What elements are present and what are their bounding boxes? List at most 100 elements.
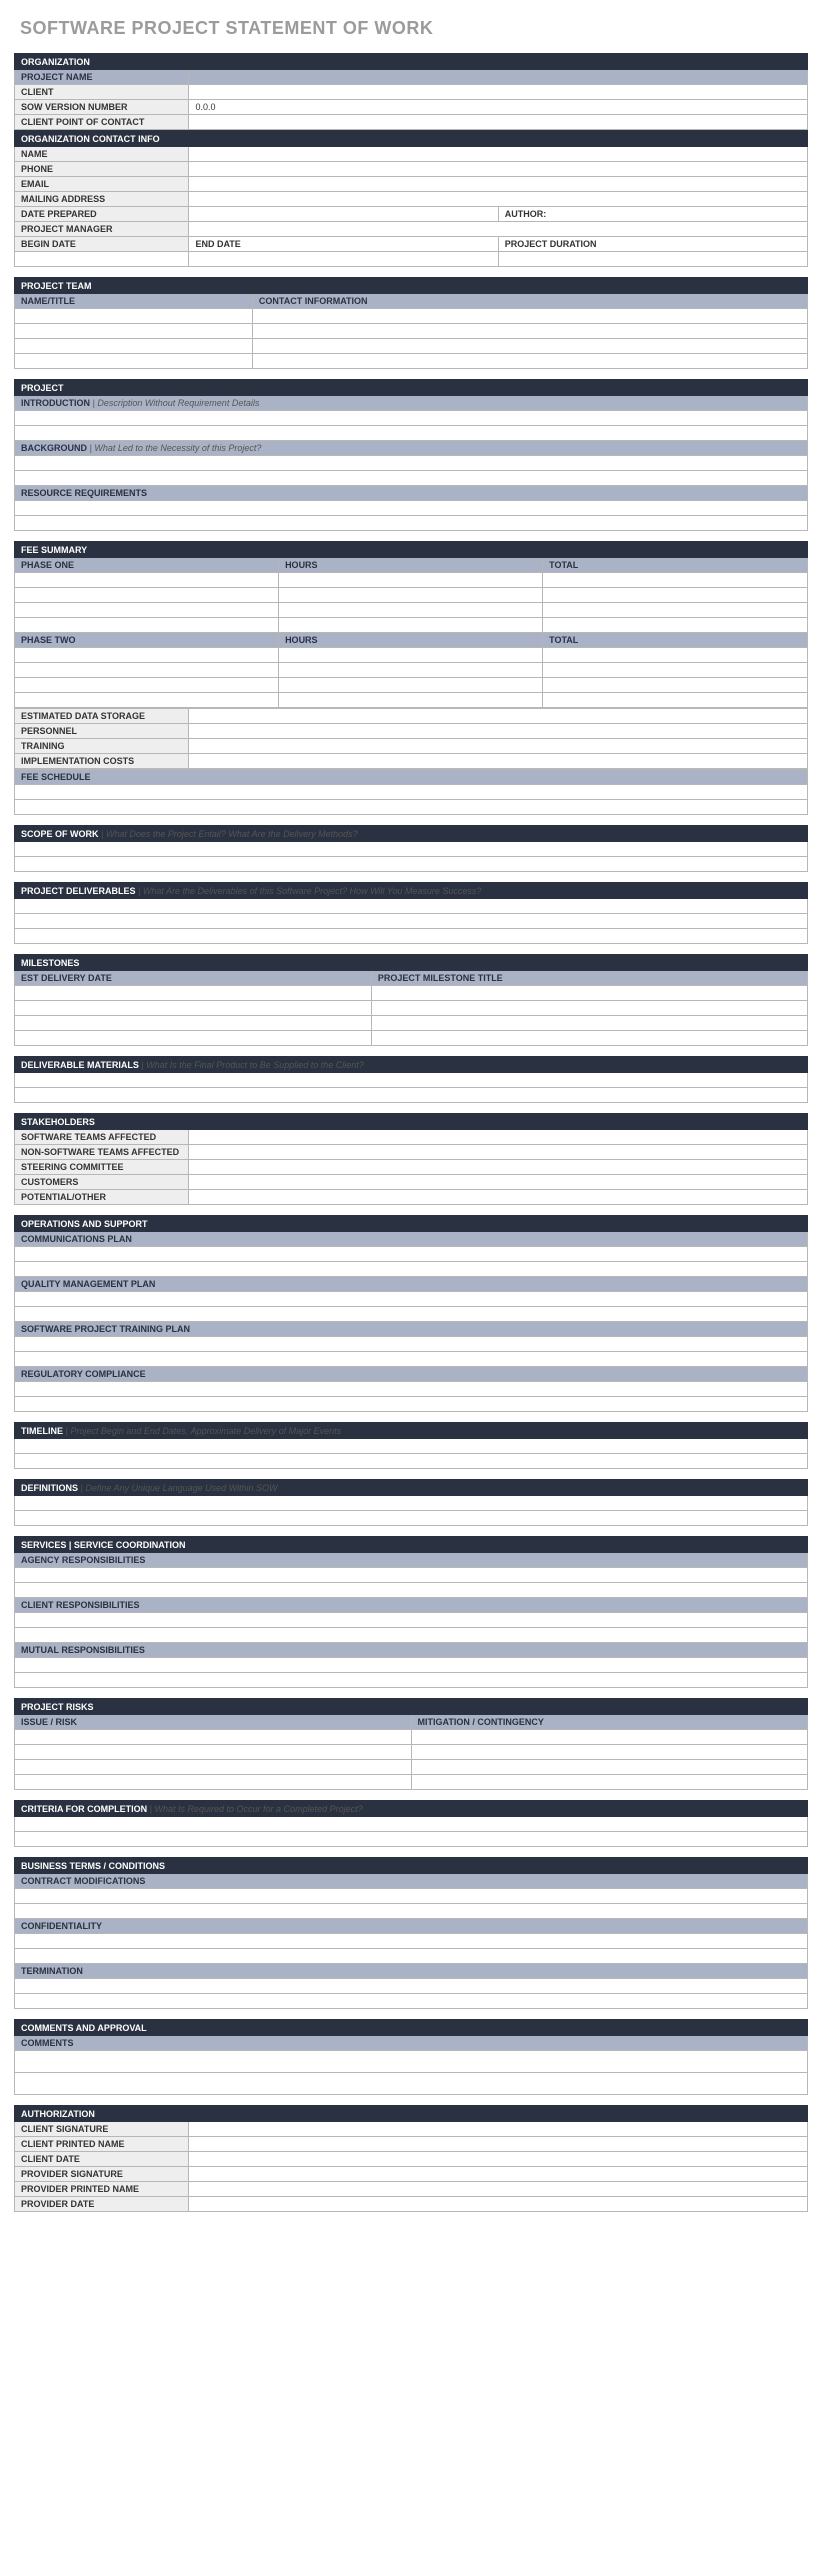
- deliverables-value[interactable]: [15, 914, 808, 929]
- deliverables-value[interactable]: [15, 899, 808, 914]
- termination-value[interactable]: [15, 1994, 808, 2009]
- qm-plan-value[interactable]: [15, 1292, 808, 1307]
- team-row[interactable]: [252, 354, 807, 369]
- deliverables-value[interactable]: [15, 929, 808, 944]
- client-resp-value[interactable]: [15, 1628, 808, 1643]
- client-date-value[interactable]: [189, 2152, 808, 2167]
- contract-mod-value[interactable]: [15, 1889, 808, 1904]
- introduction-value[interactable]: [15, 426, 808, 441]
- agency-value[interactable]: [15, 1568, 808, 1583]
- comm-plan-value[interactable]: [15, 1247, 808, 1262]
- provider-sig-value[interactable]: [189, 2167, 808, 2182]
- fee-row[interactable]: [543, 573, 808, 588]
- contract-mod-value[interactable]: [15, 1904, 808, 1919]
- fee-row[interactable]: [543, 693, 808, 708]
- client-name-value[interactable]: [189, 2137, 808, 2152]
- sow-version-value[interactable]: 0.0.0: [189, 100, 808, 115]
- confidentiality-value[interactable]: [15, 1949, 808, 1964]
- background-value[interactable]: [15, 456, 808, 471]
- client-poc-value[interactable]: [189, 115, 808, 130]
- fee-row[interactable]: [15, 588, 279, 603]
- fee-row[interactable]: [543, 618, 808, 633]
- impl-costs-value[interactable]: [189, 754, 808, 769]
- email-value[interactable]: [189, 177, 808, 192]
- fee-row[interactable]: [543, 678, 808, 693]
- timeline-value[interactable]: [15, 1439, 808, 1454]
- training-plan-value[interactable]: [15, 1337, 808, 1352]
- fee-row[interactable]: [279, 663, 543, 678]
- est-storage-value[interactable]: [189, 709, 808, 724]
- fee-row[interactable]: [15, 573, 279, 588]
- definitions-value[interactable]: [15, 1511, 808, 1526]
- criteria-value[interactable]: [15, 1817, 808, 1832]
- scope-value[interactable]: [15, 857, 808, 872]
- potential-value[interactable]: [189, 1190, 808, 1205]
- risk-row[interactable]: [15, 1760, 412, 1775]
- risk-row[interactable]: [411, 1775, 808, 1790]
- risk-row[interactable]: [411, 1745, 808, 1760]
- team-row[interactable]: [252, 339, 807, 354]
- duration-value[interactable]: [498, 252, 807, 267]
- mutual-value[interactable]: [15, 1658, 808, 1673]
- fee-schedule-value[interactable]: [15, 800, 808, 815]
- milestone-row[interactable]: [15, 1016, 372, 1031]
- team-row[interactable]: [252, 324, 807, 339]
- resource-req-value[interactable]: [15, 516, 808, 531]
- fee-row[interactable]: [15, 663, 279, 678]
- termination-value[interactable]: [15, 1979, 808, 1994]
- milestone-row[interactable]: [15, 1001, 372, 1016]
- end-date-value[interactable]: [189, 252, 498, 267]
- team-row[interactable]: [15, 324, 253, 339]
- training-plan-value[interactable]: [15, 1352, 808, 1367]
- deliverable-materials-value[interactable]: [15, 1073, 808, 1088]
- risk-row[interactable]: [411, 1730, 808, 1745]
- qm-plan-value[interactable]: [15, 1307, 808, 1322]
- regulatory-value[interactable]: [15, 1397, 808, 1412]
- fee-row[interactable]: [543, 588, 808, 603]
- comments-value[interactable]: [15, 2073, 808, 2095]
- fee-row[interactable]: [279, 603, 543, 618]
- fee-row[interactable]: [15, 603, 279, 618]
- deliverable-materials-value[interactable]: [15, 1088, 808, 1103]
- client-sig-value[interactable]: [189, 2122, 808, 2137]
- begin-date-value[interactable]: [15, 252, 189, 267]
- definitions-value[interactable]: [15, 1496, 808, 1511]
- steering-value[interactable]: [189, 1160, 808, 1175]
- milestone-row[interactable]: [371, 1031, 807, 1046]
- fee-row[interactable]: [279, 573, 543, 588]
- comm-plan-value[interactable]: [15, 1262, 808, 1277]
- fee-row[interactable]: [15, 693, 279, 708]
- risk-row[interactable]: [15, 1730, 412, 1745]
- team-row[interactable]: [252, 309, 807, 324]
- risk-row[interactable]: [411, 1760, 808, 1775]
- milestone-row[interactable]: [15, 1031, 372, 1046]
- regulatory-value[interactable]: [15, 1382, 808, 1397]
- team-row[interactable]: [15, 309, 253, 324]
- date-prepared-value[interactable]: [189, 207, 498, 222]
- training-value[interactable]: [189, 739, 808, 754]
- fee-row[interactable]: [279, 693, 543, 708]
- fee-row[interactable]: [279, 588, 543, 603]
- provider-name-value[interactable]: [189, 2182, 808, 2197]
- mailing-value[interactable]: [189, 192, 808, 207]
- comments-value[interactable]: [15, 2051, 808, 2073]
- fee-row[interactable]: [543, 648, 808, 663]
- customers-value[interactable]: [189, 1175, 808, 1190]
- risk-row[interactable]: [15, 1745, 412, 1760]
- fee-row[interactable]: [15, 618, 279, 633]
- scope-value[interactable]: [15, 842, 808, 857]
- timeline-value[interactable]: [15, 1454, 808, 1469]
- client-value[interactable]: [189, 85, 808, 100]
- fee-row[interactable]: [279, 618, 543, 633]
- project-name-value[interactable]: [189, 70, 808, 85]
- fee-row[interactable]: [543, 663, 808, 678]
- pm-value[interactable]: [189, 222, 808, 237]
- fee-row[interactable]: [15, 678, 279, 693]
- fee-row[interactable]: [279, 648, 543, 663]
- phone-value[interactable]: [189, 162, 808, 177]
- team-row[interactable]: [15, 354, 253, 369]
- milestone-row[interactable]: [371, 1016, 807, 1031]
- agency-value[interactable]: [15, 1583, 808, 1598]
- fee-schedule-value[interactable]: [15, 785, 808, 800]
- criteria-value[interactable]: [15, 1832, 808, 1847]
